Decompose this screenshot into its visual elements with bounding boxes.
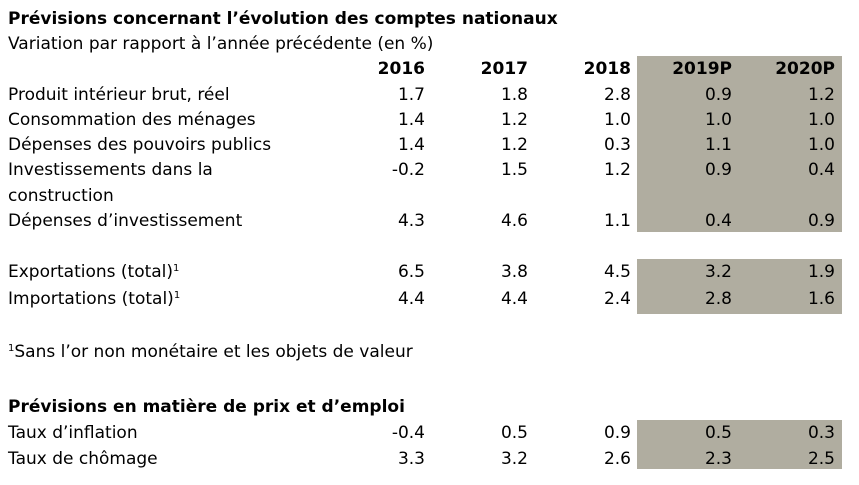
row-label: Produit intérieur brut, réel [8, 85, 230, 105]
cell-2017: 3.2 [500, 449, 528, 469]
cell-2020p: 0.3 [807, 423, 835, 443]
cell-2019p: 3.2 [704, 262, 732, 282]
cell-2019p: 1.0 [704, 110, 732, 130]
row-label: Exportations (total)1 [8, 260, 179, 284]
cell-2016: 1.4 [397, 110, 425, 130]
cell-2020p: 1.2 [807, 85, 835, 105]
cell-2018: 4.5 [603, 262, 631, 282]
cell-2017: 4.6 [500, 211, 528, 231]
table-row-gdp: Produit intérieur brut, réel 1.7 1.8 2.8… [0, 83, 859, 107]
column-header-2020p: 2020P [775, 59, 835, 79]
cell-2020p: 0.9 [807, 211, 835, 231]
cell-2018: 2.4 [603, 289, 631, 309]
cell-2020p: 1.9 [807, 262, 835, 282]
footnote-text: Sans l’or non monétaire et les objets de… [14, 342, 413, 362]
cell-2016: 3.3 [397, 449, 425, 469]
row-label: Taux d’inflation [8, 423, 138, 443]
cell-2017: 3.8 [500, 262, 528, 282]
cell-2020p: 0.4 [807, 160, 835, 180]
cell-2018: 1.2 [603, 160, 631, 180]
column-header-row: 2016 2017 2018 2019P 2020P [0, 57, 859, 81]
row-label: Dépenses des pouvoirs publics [8, 135, 272, 155]
table-row-unemployment: Taux de chômage 3.3 3.2 2.6 2.3 2.5 [0, 447, 859, 471]
row-label-line2: construction [8, 186, 114, 206]
cell-2016: 6.5 [397, 262, 425, 282]
cell-2018: 1.1 [603, 211, 631, 231]
row-label: Dépenses d’investissement [8, 211, 243, 231]
table-row-exports: Exportations (total)1 6.5 3.8 4.5 3.2 1.… [0, 260, 859, 284]
footnote-mark: 1 [173, 290, 181, 301]
table-title: Prévisions concernant l’évolution des co… [8, 9, 558, 29]
row-label-text: Importations (total) [8, 289, 174, 309]
cell-2018: 0.3 [603, 135, 631, 155]
cell-2019p: 1.1 [704, 135, 732, 155]
forecast-shade-block-accounts [637, 56, 842, 232]
cell-2016: 4.4 [397, 289, 425, 309]
cell-2019p: 0.4 [704, 211, 732, 231]
cell-2020p: 1.6 [807, 289, 835, 309]
cell-2019p: 2.8 [704, 289, 732, 309]
column-header-2018: 2018 [583, 59, 631, 79]
row-label: Importations (total)1 [8, 287, 180, 311]
column-header-2017: 2017 [480, 59, 528, 79]
table-row-imports: Importations (total)1 4.4 4.4 2.4 2.8 1.… [0, 287, 859, 311]
table-row-household-consumption: Consommation des ménages 1.4 1.2 1.0 1.0… [0, 108, 859, 132]
cell-2020p: 1.0 [807, 135, 835, 155]
table-row-construction-investment: Investissements dans la -0.2 1.5 1.2 0.9… [0, 158, 859, 182]
cell-2016: 1.4 [397, 135, 425, 155]
cell-2018: 1.0 [603, 110, 631, 130]
forecast-shade-block-prices [637, 420, 842, 469]
column-header-2019p: 2019P [672, 59, 732, 79]
cell-2019p: 0.5 [704, 423, 732, 443]
row-label-text: Exportations (total) [8, 262, 174, 282]
cell-2017: 1.5 [500, 160, 528, 180]
cell-2016: -0.2 [391, 160, 425, 180]
cell-2017: 4.4 [500, 289, 528, 309]
cell-2017: 1.8 [500, 85, 528, 105]
row-label: Consommation des ménages [8, 110, 256, 130]
table-row-inflation: Taux d’inflation -0.4 0.5 0.9 0.5 0.3 [0, 421, 859, 445]
table-row-public-spending: Dépenses des pouvoirs publics 1.4 1.2 0.… [0, 133, 859, 157]
cell-2016: -0.4 [391, 423, 425, 443]
cell-2017: 1.2 [500, 135, 528, 155]
cell-2019p: 0.9 [704, 85, 732, 105]
cell-2019p: 0.9 [704, 160, 732, 180]
table-row-construction-investment-continued: construction [0, 184, 859, 208]
footnote-mark: 1 [8, 343, 15, 354]
row-label: Taux de chômage [8, 449, 158, 469]
cell-2018: 2.6 [603, 449, 631, 469]
column-header-2016: 2016 [377, 59, 425, 79]
cell-2017: 0.5 [500, 423, 528, 443]
cell-2016: 4.3 [397, 211, 425, 231]
footnote-mark: 1 [173, 263, 180, 274]
cell-2020p: 2.5 [807, 449, 835, 469]
forecast-shade-block-trade [637, 259, 842, 314]
cell-2019p: 2.3 [704, 449, 732, 469]
cell-2020p: 1.0 [807, 110, 835, 130]
cell-2018: 2.8 [603, 85, 631, 105]
cell-2017: 1.2 [500, 110, 528, 130]
row-label-line1: Investissements dans la [8, 160, 213, 180]
table-subtitle: Variation par rapport à l’année précéden… [8, 34, 434, 54]
footnote: 1Sans l’or non monétaire et les objets d… [8, 341, 413, 363]
cell-2018: 0.9 [603, 423, 631, 443]
table-row-equipment-investment: Dépenses d’investissement 4.3 4.6 1.1 0.… [0, 209, 859, 233]
section-title-prices: Prévisions en matière de prix et d’emplo… [8, 397, 405, 417]
cell-2016: 1.7 [397, 85, 425, 105]
